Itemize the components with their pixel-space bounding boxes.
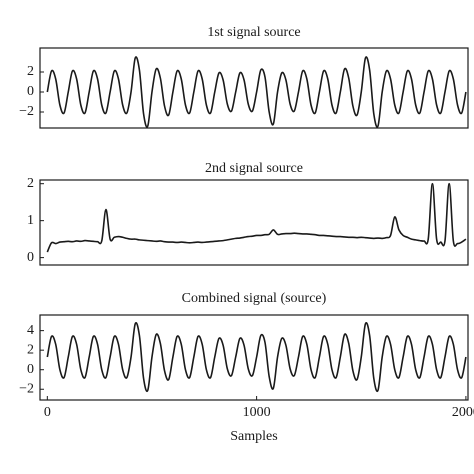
plot-frame [39,179,469,266]
y-tick-label: −2 [19,104,34,119]
plot-frame [39,314,469,401]
chart-title: Combined signal (source) [182,291,327,306]
x-tick-label: 0 [44,405,51,420]
x-tick-label: 2000 [452,405,474,420]
y-tick-label: 2 [27,64,34,79]
y-tick-label: 1 [27,213,34,228]
y-tick-label: 0 [27,250,34,265]
plot-frame [39,47,469,129]
y-tick-label: 4 [27,323,34,338]
y-tick-label: 0 [27,362,34,377]
y-tick-label: 2 [27,342,34,357]
signal-line [46,322,467,392]
x-axis-label: Samples [230,429,277,444]
y-tick-label: 2 [27,176,34,191]
chart-title: 1st signal source [207,25,300,40]
chart-title: 2nd signal source [205,161,303,176]
y-tick-label: 0 [27,84,34,99]
signal-line [46,56,467,128]
y-tick-label: −2 [19,381,34,396]
signal-line [46,182,467,253]
x-tick-label: 1000 [243,405,271,420]
